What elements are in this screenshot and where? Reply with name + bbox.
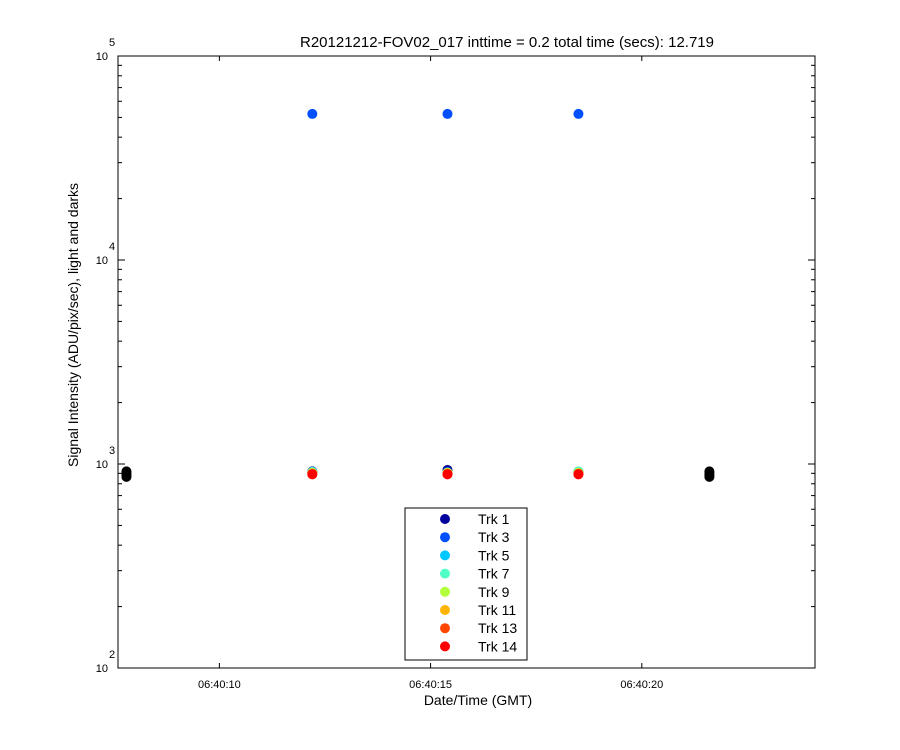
y-tick-exponent: 4 [109, 241, 115, 253]
y-tick-label: 10 [96, 51, 108, 63]
x-tick-label: 06:40:20 [620, 679, 663, 691]
x-tick-label: 06:40:10 [198, 679, 241, 691]
legend-label: Trk 9 [478, 584, 510, 600]
data-point [442, 108, 453, 119]
legend-marker [440, 550, 450, 561]
data-point [573, 108, 584, 119]
chart-title: R20121212-FOV02_017 inttime = 0.2 total … [300, 34, 714, 51]
data-point [307, 108, 318, 119]
data-point [573, 469, 584, 480]
legend-marker [440, 641, 450, 652]
y-tick-label: 10 [96, 255, 108, 267]
x-tick-label: 06:40:15 [409, 679, 452, 691]
legend-label: Trk 1 [478, 511, 510, 527]
legend-marker [440, 605, 450, 615]
y-axis-label: Signal Intensity (ADU/pix/sec), light an… [65, 183, 81, 467]
darks-markers [121, 466, 715, 482]
legend-box [404, 507, 528, 661]
legend-marker [440, 568, 450, 579]
series-markers [307, 108, 584, 480]
legend-marker [440, 623, 450, 634]
legend-marker [440, 514, 450, 524]
y-tick-label: 10 [96, 663, 108, 675]
dark-point [704, 471, 715, 482]
legend: Trk 1 Trk 3 Trk 5 Trk 7 Trk 9 Trk 11 Trk 13 Trk… [404, 507, 528, 661]
x-axis-label: Date/Time (GMT) [424, 692, 532, 708]
legend-label: Trk 7 [478, 566, 510, 582]
dark-point [121, 471, 132, 482]
legend-label: Trk 5 [478, 547, 510, 563]
legend-label: Trk 14 [478, 638, 517, 654]
data-point [442, 469, 453, 480]
data-point [307, 469, 318, 480]
legend-label: Trk 11 [478, 602, 516, 618]
legend-label: Trk 3 [478, 529, 510, 545]
legend-marker [440, 532, 450, 543]
y-tick-exponent: 2 [109, 649, 115, 661]
y-tick-exponent: 5 [109, 37, 115, 49]
legend-marker [440, 586, 450, 597]
legend-label: Trk 13 [478, 620, 517, 636]
axis-ticks [118, 55, 815, 669]
y-tick-exponent: 3 [109, 445, 115, 457]
y-tick-label: 10 [96, 459, 108, 471]
